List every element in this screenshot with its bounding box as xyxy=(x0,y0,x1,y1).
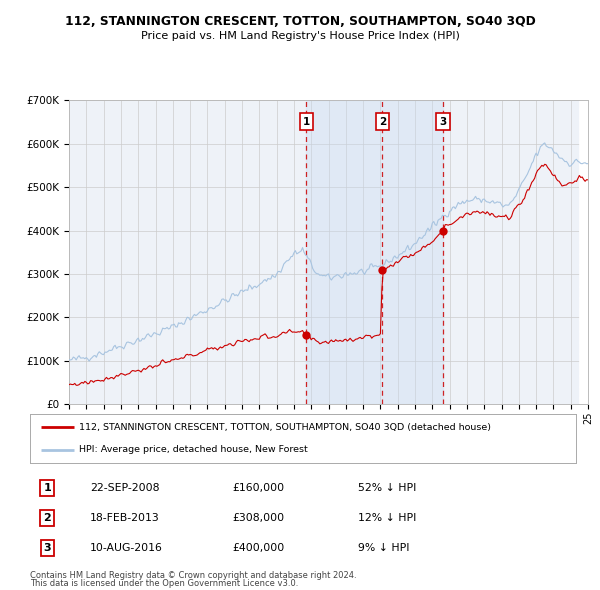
Text: 22-SEP-2008: 22-SEP-2008 xyxy=(90,483,160,493)
Text: £308,000: £308,000 xyxy=(232,513,284,523)
Text: 1: 1 xyxy=(303,117,310,127)
Text: £160,000: £160,000 xyxy=(232,483,284,493)
Text: 3: 3 xyxy=(44,543,51,553)
Text: £400,000: £400,000 xyxy=(232,543,284,553)
Text: 12% ↓ HPI: 12% ↓ HPI xyxy=(358,513,416,523)
Bar xyxy=(580,100,596,404)
Text: 1: 1 xyxy=(44,483,52,493)
Text: 9% ↓ HPI: 9% ↓ HPI xyxy=(358,543,409,553)
Text: 52% ↓ HPI: 52% ↓ HPI xyxy=(358,483,416,493)
Text: 10-AUG-2016: 10-AUG-2016 xyxy=(90,543,163,553)
Bar xyxy=(307,100,443,404)
Text: Price paid vs. HM Land Registry's House Price Index (HPI): Price paid vs. HM Land Registry's House … xyxy=(140,31,460,41)
Text: This data is licensed under the Open Government Licence v3.0.: This data is licensed under the Open Gov… xyxy=(30,579,298,588)
Text: 112, STANNINGTON CRESCENT, TOTTON, SOUTHAMPTON, SO40 3QD: 112, STANNINGTON CRESCENT, TOTTON, SOUTH… xyxy=(65,15,535,28)
Text: 3: 3 xyxy=(439,117,446,127)
Text: Contains HM Land Registry data © Crown copyright and database right 2024.: Contains HM Land Registry data © Crown c… xyxy=(30,571,356,579)
Text: 112, STANNINGTON CRESCENT, TOTTON, SOUTHAMPTON, SO40 3QD (detached house): 112, STANNINGTON CRESCENT, TOTTON, SOUTH… xyxy=(79,423,491,432)
Text: HPI: Average price, detached house, New Forest: HPI: Average price, detached house, New … xyxy=(79,445,308,454)
Text: 2: 2 xyxy=(44,513,52,523)
Text: 2: 2 xyxy=(379,117,386,127)
Text: 18-FEB-2013: 18-FEB-2013 xyxy=(90,513,160,523)
